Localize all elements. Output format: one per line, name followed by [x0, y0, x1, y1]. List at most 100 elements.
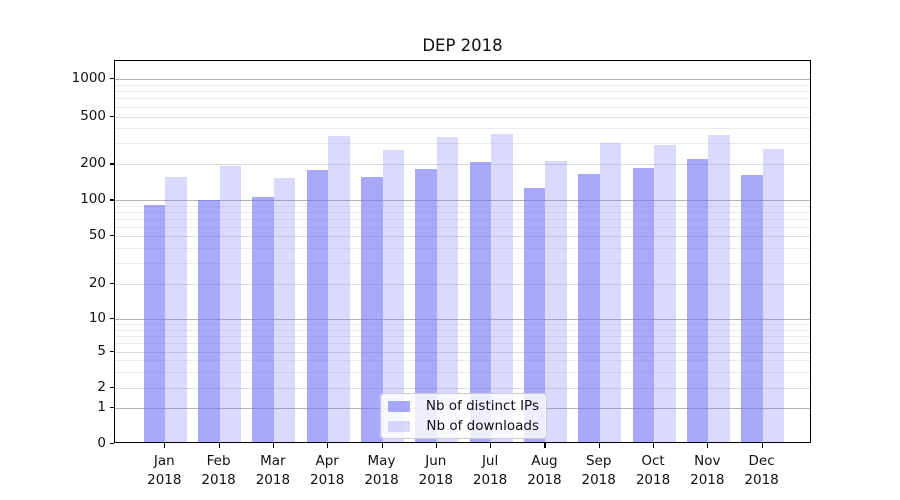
- x-tick-month: Sep: [585, 453, 612, 469]
- gridline-minor: [115, 343, 810, 345]
- bar-distinct-ips-nov: [686, 159, 709, 442]
- gridline-minor: [115, 143, 810, 145]
- x-tick-month: Mar: [260, 453, 286, 469]
- x-tick-year: 2018: [201, 471, 236, 488]
- x-tick-year: 2018: [147, 471, 182, 488]
- x-tick-month: Aug: [531, 453, 558, 469]
- bar-distinct-ips-dec: [741, 174, 763, 442]
- x-tick-month: Jan: [153, 453, 175, 469]
- gridline-minor: [115, 98, 810, 100]
- x-tick-label-nov: Nov 2018: [677, 452, 737, 489]
- x-tick-mark: [272, 443, 275, 448]
- x-tick-year: 2018: [581, 471, 616, 488]
- y-tick-label: 0: [97, 435, 106, 451]
- bar-distinct-ips-jan: [143, 204, 166, 442]
- bar-downloads-aug: [545, 160, 567, 442]
- x-tick-mark: [490, 443, 492, 448]
- bar-distinct-ips-aug: [523, 187, 546, 442]
- x-tick-month: Oct: [641, 453, 665, 469]
- x-tick-label-feb: Feb 2018: [189, 452, 249, 489]
- gridline-500: [115, 116, 810, 118]
- bar-downloads-oct: [654, 144, 676, 442]
- x-tick-label-jul: Jul 2018: [460, 452, 520, 489]
- legend-swatch-downloads: [388, 420, 410, 432]
- bar-downloads-jun: [436, 137, 459, 442]
- y-tick-mark: [109, 235, 114, 237]
- x-tick-year: 2018: [418, 471, 453, 488]
- bar-downloads-may: [382, 149, 404, 442]
- gridline-minor: [115, 205, 810, 207]
- x-tick-year: 2018: [472, 471, 508, 488]
- bar-downloads-jul: [491, 133, 513, 442]
- legend: Nb of distinct IPs Nb of downloads: [380, 393, 547, 439]
- bar-distinct-ips-jul: [469, 161, 492, 442]
- y-tick-label: 1: [97, 399, 106, 416]
- x-tick-label-may: May 2018: [352, 452, 412, 489]
- y-tick-mark: [109, 163, 114, 165]
- y-tick-label: 200: [80, 155, 106, 172]
- x-tick-year: 2018: [744, 471, 779, 488]
- y-tick-label: 10: [88, 310, 106, 327]
- y-tick-mark: [109, 77, 114, 80]
- bar-distinct-ips-sep: [578, 173, 600, 442]
- bar-distinct-ips-may: [361, 177, 383, 442]
- x-tick-month: Dec: [748, 453, 775, 469]
- x-tick-mark: [598, 443, 600, 448]
- gridline-minor: [115, 106, 810, 108]
- x-tick-mark: [544, 443, 546, 448]
- gridline-10: [115, 319, 810, 321]
- bar-downloads-dec: [762, 148, 785, 442]
- x-tick-mark: [653, 443, 655, 448]
- gridline-minor: [115, 324, 810, 326]
- gridline-20: [115, 283, 810, 285]
- x-tick-label-jun: Jun 2018: [406, 452, 466, 489]
- y-tick-mark: [109, 386, 114, 388]
- x-tick-mark: [381, 443, 383, 448]
- y-tick-mark: [109, 407, 114, 409]
- gridline-minor: [115, 262, 810, 264]
- x-tick-label-jan: Jan 2018: [134, 452, 194, 489]
- bar-downloads-nov: [708, 135, 730, 442]
- gridline-100: [115, 200, 810, 202]
- y-tick-label: 500: [80, 107, 106, 124]
- y-tick-label: 50: [88, 227, 106, 244]
- gridline-minor: [115, 335, 810, 337]
- x-tick-month: Feb: [206, 453, 231, 469]
- legend-row-distinct-ips: Nb of distinct IPs: [388, 398, 539, 414]
- y-tick-mark: [109, 115, 114, 117]
- x-tick-label-mar: Mar 2018: [243, 452, 303, 489]
- bar-distinct-ips-apr: [306, 170, 329, 442]
- y-tick-mark: [109, 282, 114, 284]
- y-tick-label: 20: [88, 274, 106, 291]
- x-tick-year: 2018: [527, 471, 562, 488]
- x-tick-year: 2018: [690, 471, 725, 488]
- bar-downloads-jan: [165, 176, 187, 442]
- x-tick-mark: [761, 443, 763, 448]
- legend-label-downloads: Nb of downloads: [426, 418, 539, 434]
- x-tick-mark: [327, 443, 329, 448]
- gridline-minor: [115, 360, 810, 362]
- y-tick-mark: [109, 318, 114, 320]
- gridline-minor: [115, 329, 810, 331]
- bar-downloads-feb: [219, 166, 242, 442]
- x-tick-label-dec: Dec 2018: [732, 452, 792, 489]
- gridline-200: [115, 164, 810, 166]
- gridline-minor: [115, 218, 810, 220]
- bar-downloads-mar: [273, 178, 296, 442]
- plot-area: Nb of distinct IPs Nb of downloads: [114, 60, 811, 443]
- x-tick-year: 2018: [635, 471, 671, 488]
- x-tick-mark: [435, 443, 437, 448]
- bar-downloads-sep: [599, 142, 622, 442]
- y-tick-label: 2: [97, 378, 106, 395]
- x-tick-label-aug: Aug 2018: [514, 452, 574, 489]
- x-tick-label-apr: Apr 2018: [297, 452, 357, 489]
- x-tick-month: Apr: [315, 453, 339, 469]
- bar-distinct-ips-jun: [415, 168, 437, 442]
- gridline-minor: [115, 91, 810, 93]
- x-tick-year: 2018: [255, 471, 291, 488]
- x-tick-year: 2018: [364, 471, 399, 488]
- legend-swatch-distinct-ips: [388, 400, 410, 412]
- gridline-minor: [115, 371, 810, 373]
- x-tick-year: 2018: [310, 471, 345, 488]
